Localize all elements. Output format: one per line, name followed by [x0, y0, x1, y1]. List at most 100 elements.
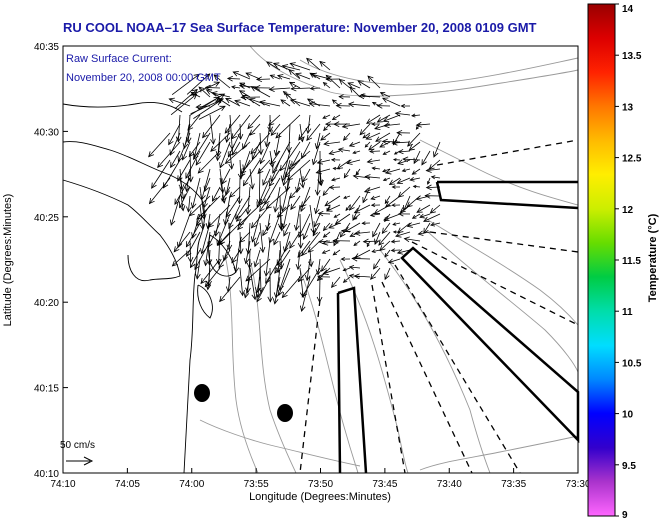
current-vector — [250, 86, 271, 98]
colorbar-tick-label: 9 — [622, 510, 628, 519]
current-vector — [249, 267, 258, 301]
current-vector — [234, 99, 251, 107]
current-vector — [231, 85, 241, 90]
current-vector — [332, 166, 341, 171]
colorbar-tick-label: 11 — [622, 307, 633, 318]
current-vector — [429, 204, 441, 214]
current-vector — [173, 231, 191, 253]
current-vector — [174, 88, 198, 110]
current-vector — [277, 267, 291, 297]
current-vector — [215, 141, 222, 158]
x-tick-label: 73:35 — [501, 479, 526, 490]
current-vector — [283, 222, 291, 237]
current-vector — [224, 141, 251, 165]
current-vector — [399, 204, 411, 213]
current-vector — [289, 98, 311, 107]
current-vector — [281, 276, 301, 299]
current-vector — [382, 150, 391, 155]
current-vector — [425, 184, 441, 191]
transect-box — [336, 286, 368, 474]
current-vector — [369, 212, 381, 218]
y-tick-label: 40:30 — [34, 127, 59, 138]
current-vector — [253, 249, 261, 268]
current-vector — [315, 168, 331, 175]
current-vector — [392, 230, 401, 234]
current-vector — [320, 132, 331, 141]
current-vector — [403, 195, 411, 212]
current-vector — [323, 140, 341, 147]
current-vector — [288, 150, 311, 170]
current-vector — [316, 159, 331, 165]
current-vector — [354, 230, 371, 236]
current-vector — [347, 82, 361, 89]
current-vector — [148, 177, 171, 205]
current-vector — [231, 141, 241, 156]
current-vector — [322, 222, 331, 232]
current-vector — [400, 103, 411, 109]
current-vector — [206, 249, 213, 266]
current-vector — [273, 231, 281, 246]
current-vector — [250, 213, 261, 243]
current-vector — [424, 192, 441, 199]
current-vector — [302, 168, 311, 183]
current-vector — [372, 222, 381, 238]
current-vector — [267, 114, 274, 133]
current-vector — [219, 276, 241, 303]
current-vector — [314, 159, 321, 196]
y-tick-label: 40:10 — [34, 469, 59, 480]
current-vector — [370, 195, 381, 200]
current-vector — [245, 186, 252, 216]
current-vector — [221, 168, 231, 185]
current-vector — [338, 78, 351, 89]
current-vector — [213, 74, 231, 89]
current-vector — [340, 257, 351, 262]
current-vector — [406, 222, 421, 228]
current-vector — [383, 213, 401, 222]
current-vector — [381, 97, 401, 107]
current-vector — [355, 168, 361, 175]
current-vector — [385, 195, 401, 208]
current-vector — [430, 222, 441, 227]
current-vector — [349, 231, 361, 237]
current-vector — [353, 273, 371, 280]
current-vector — [310, 72, 331, 80]
current-vector — [423, 213, 441, 222]
current-vector — [247, 114, 261, 130]
contour-line — [199, 419, 361, 467]
current-vector — [300, 186, 311, 213]
current-vector — [409, 176, 421, 182]
current-vector — [357, 80, 371, 89]
current-vector — [309, 86, 321, 91]
current-vector — [254, 276, 261, 294]
current-vector — [242, 159, 261, 187]
current-vector — [313, 213, 321, 228]
current-vector — [376, 114, 391, 123]
current-vector — [190, 177, 201, 209]
current-vector — [199, 204, 206, 231]
current-vector — [232, 71, 251, 80]
current-vector — [352, 150, 361, 155]
current-vector — [179, 186, 191, 209]
current-vector — [197, 93, 226, 110]
current-vector — [289, 231, 301, 249]
current-vector — [224, 123, 231, 143]
current-vector — [395, 231, 411, 238]
radar-beam — [429, 231, 579, 253]
current-vector — [269, 74, 281, 80]
current-vector — [288, 69, 301, 80]
current-vector — [213, 213, 221, 237]
current-vector — [221, 186, 231, 202]
current-vector — [328, 184, 341, 190]
colorbar-ticks: 14 13.5 13 12.5 12 11.5 11 10.5 10 9.5 9 — [615, 3, 642, 519]
current-vector — [384, 267, 391, 281]
current-vector — [397, 148, 411, 155]
current-vector — [362, 186, 371, 204]
current-vector — [179, 186, 186, 212]
current-vector — [265, 258, 281, 284]
current-vector — [333, 121, 351, 127]
transect-box — [435, 180, 579, 210]
current-vector — [248, 97, 271, 107]
y-tick-label: 40:25 — [34, 213, 59, 224]
current-vector — [281, 159, 291, 187]
current-vector — [333, 213, 341, 218]
